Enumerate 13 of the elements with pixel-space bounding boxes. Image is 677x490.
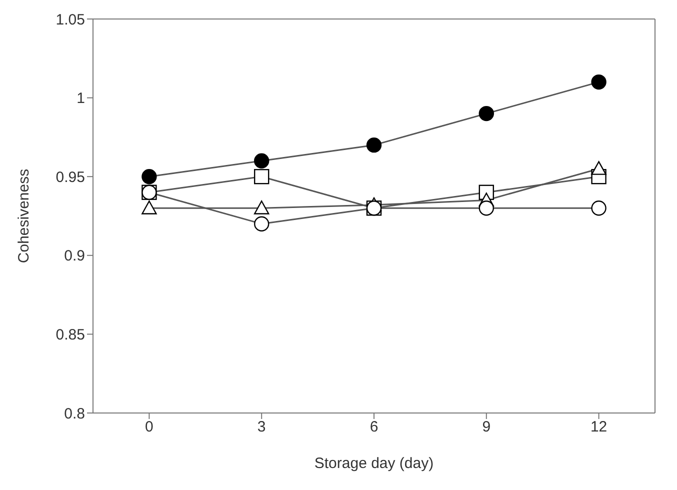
x-tick-label: 6 (370, 418, 378, 436)
y-tick-label: 0.95 (56, 168, 85, 186)
x-tick-label: 12 (590, 418, 608, 436)
y-tick-label: 1.05 (56, 11, 85, 28)
x-tick-label: 0 (145, 418, 154, 436)
y-axis-title: Cohesiveness (15, 168, 32, 264)
y-tick-label: 0.8 (64, 405, 85, 422)
x-tick-label: 3 (257, 418, 266, 436)
x-axis-title: Storage day (day) (314, 455, 434, 472)
y-tick-label: 0.85 (56, 326, 85, 344)
x-tick-label: 9 (482, 418, 491, 436)
y-tick-label: 1 (76, 90, 85, 108)
y-tick-label: 0.9 (64, 248, 85, 265)
